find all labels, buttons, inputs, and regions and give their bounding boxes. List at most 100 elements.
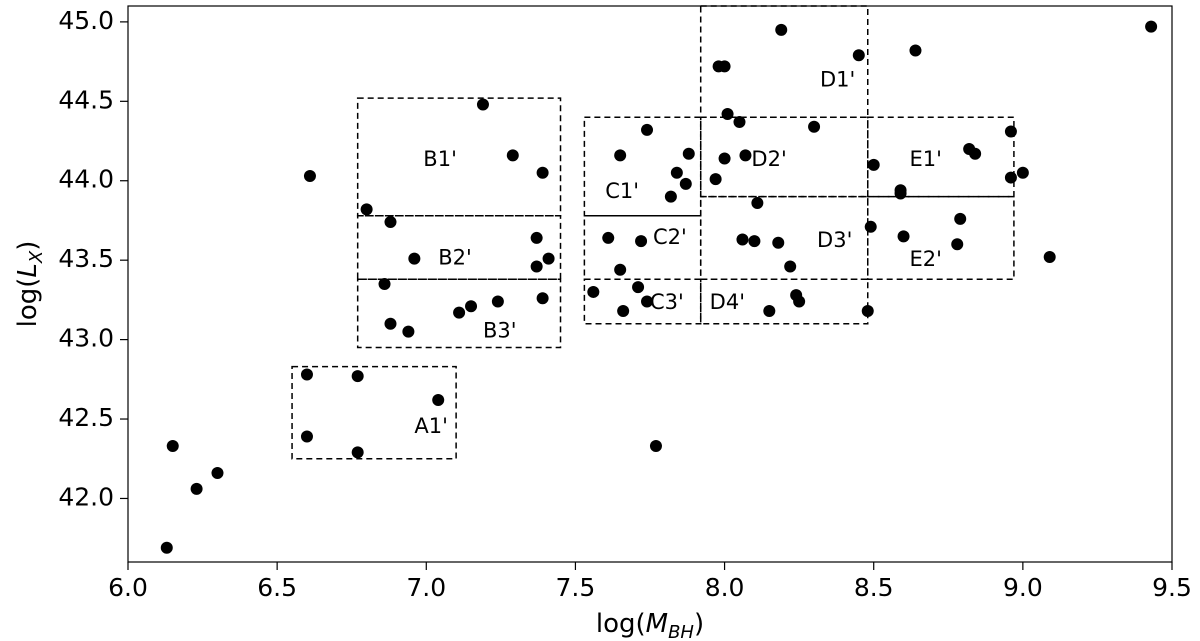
y-tick-label: 42.0 xyxy=(58,482,114,511)
y-tick-label: 43.5 xyxy=(58,244,114,273)
region-label: A1' xyxy=(414,414,448,438)
data-point xyxy=(542,252,555,265)
region-label: E2' xyxy=(910,247,942,271)
data-point xyxy=(351,446,364,459)
x-axis-label-prefix: log( xyxy=(596,609,646,639)
data-point xyxy=(641,123,654,136)
x-axis-label-suffix: ) xyxy=(694,609,704,639)
data-point xyxy=(751,196,764,209)
data-point xyxy=(852,49,865,62)
data-point xyxy=(664,190,677,203)
data-point xyxy=(682,147,695,160)
region-label: D1' xyxy=(820,68,855,92)
data-point xyxy=(378,278,391,290)
data-point xyxy=(784,260,797,273)
y-tick-label: 45.0 xyxy=(58,6,114,35)
dashed-regions: A1' B1' B2' B3' C1' C2' C3' D1' D2' D3' D4' E1' E2' xyxy=(291,5,1015,460)
data-point xyxy=(614,263,627,276)
x-axis-ticks: 6.0 6.5 7.0 7.5 8.0 8.5 9.0 9.5 xyxy=(108,562,1192,602)
region-box xyxy=(356,97,562,217)
data-point xyxy=(465,300,478,313)
region-box xyxy=(866,116,1015,198)
x-axis-label-symbol: M xyxy=(646,609,668,639)
data-point xyxy=(649,440,662,453)
region-label: B2' xyxy=(438,246,472,270)
y-axis-label: log(LX) xyxy=(13,241,47,328)
data-point xyxy=(408,252,421,265)
region-box xyxy=(291,365,457,460)
x-axis-label: log(MBH) xyxy=(596,609,704,641)
data-point xyxy=(160,541,173,554)
x-tick-label: 6.5 xyxy=(257,573,297,602)
data-point xyxy=(300,368,313,381)
region-label: D2' xyxy=(751,147,786,171)
data-point xyxy=(718,152,731,165)
data-point xyxy=(536,166,549,179)
region-label: C3' xyxy=(650,290,684,314)
region-label: D4' xyxy=(710,290,745,314)
data-point xyxy=(1043,250,1056,263)
region-box xyxy=(699,278,869,325)
data-point xyxy=(909,44,922,57)
data-points xyxy=(160,20,1158,554)
data-point xyxy=(453,306,466,319)
data-point xyxy=(951,238,964,251)
data-point xyxy=(775,23,788,36)
data-point xyxy=(384,317,397,330)
region-label: C1' xyxy=(605,179,639,203)
y-axis-label-symbol: L xyxy=(13,263,43,278)
data-point xyxy=(402,325,415,338)
data-point xyxy=(721,108,734,121)
data-point xyxy=(506,149,519,162)
region-box xyxy=(356,214,562,280)
data-point xyxy=(300,430,313,443)
data-point xyxy=(491,295,504,308)
data-point xyxy=(384,216,397,229)
data-point xyxy=(166,440,179,453)
data-point xyxy=(897,230,910,243)
data-point xyxy=(748,235,761,248)
data-point xyxy=(602,231,615,244)
data-point xyxy=(635,235,648,248)
x-axis-label-subscript: BH xyxy=(668,622,694,641)
data-point xyxy=(587,285,600,298)
region-label: C2' xyxy=(653,225,687,249)
y-axis-label-subscript: X xyxy=(26,250,47,264)
data-point xyxy=(718,60,731,73)
data-point xyxy=(709,173,722,186)
data-point xyxy=(211,467,224,480)
region-label: B3' xyxy=(483,319,517,343)
data-point xyxy=(536,292,549,305)
data-point xyxy=(617,305,630,318)
y-tick-label: 44.0 xyxy=(58,165,114,194)
data-point xyxy=(360,203,373,216)
x-tick-label: 8.0 xyxy=(705,573,745,602)
region-box xyxy=(866,195,1015,280)
data-point xyxy=(530,260,543,273)
data-point xyxy=(969,147,982,160)
x-tick-label: 7.5 xyxy=(556,573,596,602)
region-label: E1' xyxy=(910,147,942,171)
data-point xyxy=(894,187,907,200)
data-point xyxy=(1145,20,1158,33)
data-point xyxy=(476,98,489,111)
data-point xyxy=(614,149,627,162)
data-point xyxy=(763,305,776,318)
data-point xyxy=(867,158,880,171)
data-point xyxy=(864,220,877,233)
plot-frame xyxy=(127,5,1173,563)
x-tick-label: 7.0 xyxy=(406,573,446,602)
data-point xyxy=(739,149,752,162)
data-point xyxy=(432,393,445,406)
data-point xyxy=(670,166,683,179)
data-point xyxy=(679,177,692,190)
y-tick-label: 43.0 xyxy=(58,324,114,353)
region-box xyxy=(699,116,869,198)
data-point xyxy=(808,120,821,133)
data-point xyxy=(351,370,364,383)
data-point xyxy=(303,169,316,182)
x-tick-label: 8.5 xyxy=(854,573,894,602)
data-point xyxy=(190,482,203,495)
data-point xyxy=(736,233,749,246)
x-tick-label: 6.0 xyxy=(108,573,148,602)
